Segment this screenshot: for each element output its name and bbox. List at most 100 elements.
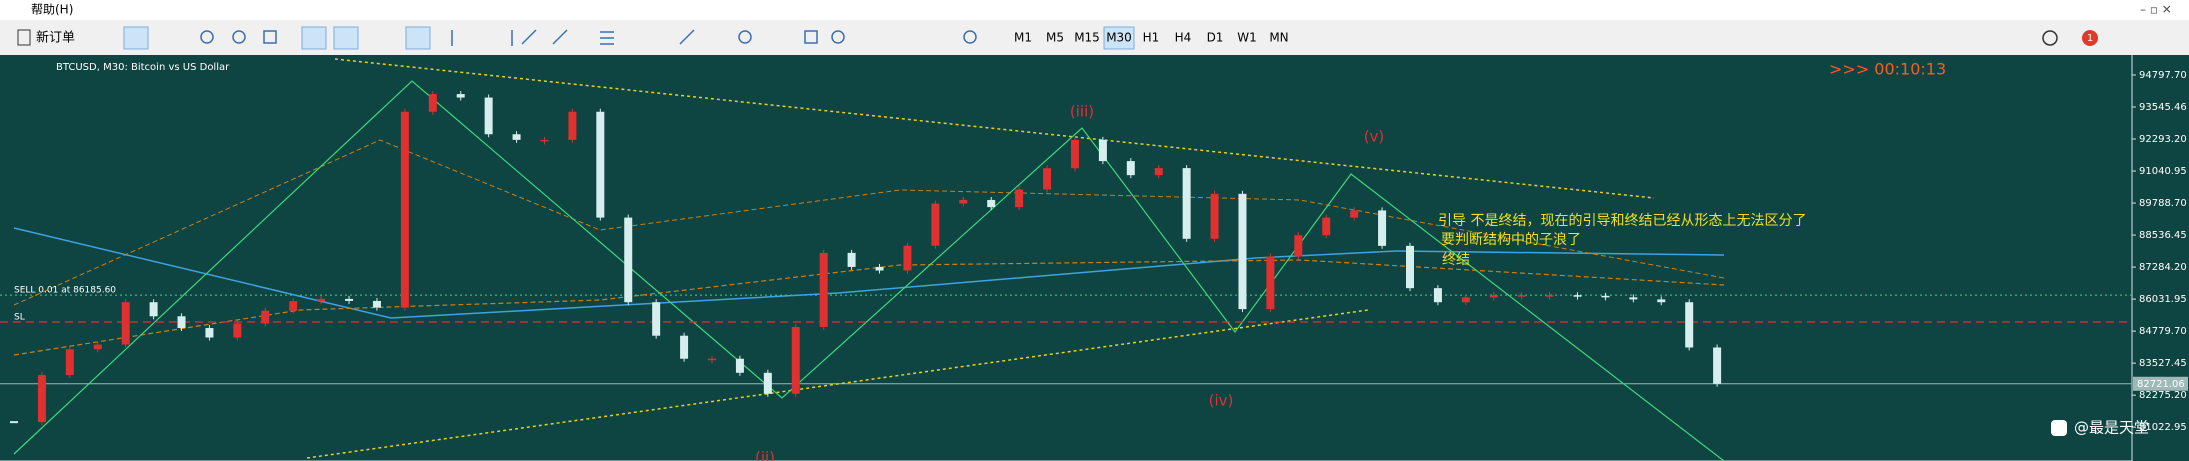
new-order-button[interactable]: 新订单 <box>36 30 75 46</box>
candle <box>456 94 465 98</box>
candle <box>345 298 354 301</box>
candle <box>875 266 884 271</box>
new-order-icon[interactable] <box>17 29 31 46</box>
candle <box>372 300 381 308</box>
y-tick-label: 86031.95 <box>2139 294 2187 305</box>
y-tick-label: 94797.70 <box>2139 70 2187 81</box>
candle <box>540 139 549 142</box>
candle <box>1015 189 1024 208</box>
candle <box>847 252 856 267</box>
candle <box>1154 168 1163 176</box>
candle <box>791 327 800 394</box>
notification-badge[interactable] <box>2082 30 2098 46</box>
timeframe-bar: M1 M5 M15 M30 H1 H4 D1 W1 MN <box>1014 26 1289 50</box>
y-tick-label: 88536.45 <box>2139 230 2187 241</box>
candle <box>1433 288 1442 303</box>
candle <box>1461 297 1470 303</box>
notification-count: 1 <box>2087 33 2093 44</box>
toolbar <box>0 21 2189 54</box>
timeframe-button[interactable]: W1 <box>1237 31 1257 45</box>
trend-line <box>334 58 1655 199</box>
wave-label: (iv) <box>1209 392 1234 410</box>
candle <box>205 328 214 338</box>
candles <box>10 91 1722 426</box>
candle <box>1601 295 1610 298</box>
candle-mode-button[interactable] <box>123 26 149 50</box>
candle <box>1294 235 1303 257</box>
cursor-button[interactable] <box>405 26 431 50</box>
candle <box>177 316 186 329</box>
candle <box>400 111 409 308</box>
shift-button[interactable] <box>333 26 359 50</box>
moving-average <box>13 227 1725 319</box>
price-label: 82721.06 <box>2137 379 2185 390</box>
countdown: >>> 00:10:13 <box>1829 60 1946 79</box>
chart-background <box>0 55 2189 461</box>
grid: 94797.70 93545.46 92293.20 91040.95 89788.70… <box>0 70 2188 433</box>
y-tick-label: 93545.46 <box>2139 102 2187 113</box>
y-tick-label: 91040.95 <box>2139 166 2187 177</box>
candle <box>149 302 158 317</box>
trend-line <box>306 309 1369 459</box>
wave-label: (v) <box>1364 128 1385 146</box>
candle <box>624 217 633 303</box>
candle <box>763 372 772 394</box>
wave-label: (ii) <box>755 449 775 461</box>
timeframe-button[interactable]: M5 <box>1046 31 1064 45</box>
menu-item[interactable]: 帮助(H) <box>31 3 73 17</box>
candle <box>1545 295 1554 297</box>
timeframe-button[interactable]: D1 <box>1207 31 1224 45</box>
watermark-icon <box>2051 420 2067 436</box>
timeframe-button[interactable]: H1 <box>1143 31 1160 45</box>
candle <box>121 302 130 345</box>
candle <box>261 310 270 324</box>
candle <box>1685 302 1694 348</box>
candle <box>568 111 577 140</box>
candle <box>512 134 521 140</box>
candle <box>65 349 74 376</box>
timeframe-button[interactable]: M30 <box>1106 31 1132 45</box>
y-tick-label: 92293.20 <box>2139 134 2187 145</box>
y-tick-label: 82275.20 <box>2139 390 2187 401</box>
candle <box>10 421 18 424</box>
candle <box>987 199 996 208</box>
candle <box>652 302 661 336</box>
candle <box>1210 193 1219 239</box>
candle <box>680 335 689 359</box>
candle <box>1573 295 1582 297</box>
note: 引导 不是终结，现在的引导和终结已经从形态上无法区分了 <box>1438 213 1806 229</box>
order-label: SELL 0.01 at 86185.60 <box>14 286 116 296</box>
y-tick-label: 84779.70 <box>2139 326 2187 337</box>
timeframe-active <box>1103 26 1135 50</box>
sl-label: SL <box>14 313 25 323</box>
timeframe-button[interactable]: H4 <box>1175 31 1192 45</box>
search-icon[interactable] <box>2042 30 2058 46</box>
autoscroll-button[interactable] <box>301 26 327 50</box>
envelope-line <box>13 259 1725 356</box>
candle <box>1070 139 1079 169</box>
candle <box>1043 168 1052 190</box>
candle <box>1629 297 1638 300</box>
timeframe-button[interactable]: M1 <box>1014 31 1032 45</box>
timeframe-button[interactable]: MN <box>1269 31 1288 45</box>
candle <box>289 301 298 311</box>
candle <box>1098 139 1107 162</box>
note: 终结 <box>1442 252 1470 268</box>
candle <box>93 344 102 350</box>
candle <box>1182 168 1191 239</box>
candle <box>1657 299 1666 303</box>
candle <box>1266 256 1275 310</box>
timeframe-button[interactable]: M15 <box>1074 31 1100 45</box>
candle <box>37 375 46 423</box>
window-controls[interactable]: – ▫ ✕ <box>2140 3 2172 17</box>
tool-icons[interactable] <box>200 29 977 46</box>
candle <box>317 298 326 302</box>
candle <box>1489 295 1498 298</box>
candle <box>959 199 968 204</box>
y-tick-label: 81022.95 <box>2139 422 2187 433</box>
candle <box>735 358 744 373</box>
candle <box>1350 210 1359 218</box>
candle <box>1406 245 1414 289</box>
